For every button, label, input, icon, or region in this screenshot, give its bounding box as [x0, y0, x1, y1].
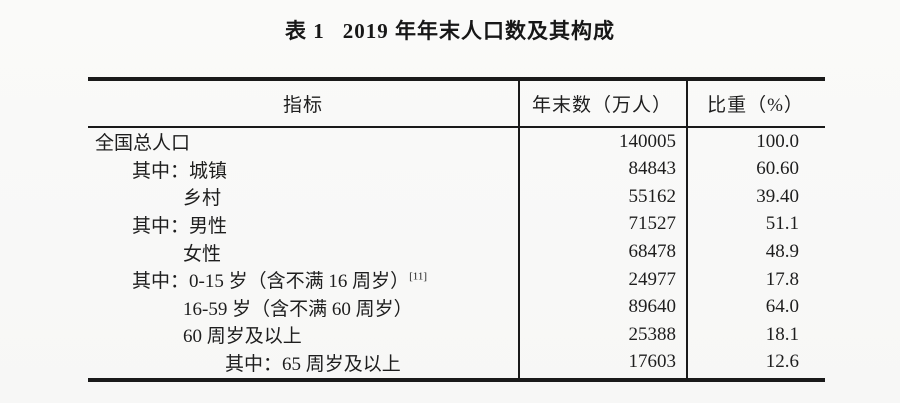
table-row: 其中：0-15 岁（含不满 16 周岁）[11] 24977 17.8	[88, 266, 825, 294]
table-body: 全国总人口 140005 100.0 其中：城镇 84843 60.60 乡村 …	[88, 128, 825, 376]
row-indicator: 女性	[183, 243, 222, 265]
row-indicator: 乡村	[183, 188, 222, 210]
row-share-value: 51.1	[765, 213, 799, 235]
header-indicator: 指标	[282, 95, 323, 116]
table-row: 其中：65 周岁及以上 17603 12.6	[88, 349, 825, 377]
row-year-end-value: 84843	[628, 158, 677, 180]
row-indicator: 其中：城镇	[132, 160, 228, 182]
column-divider-2	[686, 81, 688, 378]
row-share-value: 18.1	[765, 323, 799, 345]
row-indicator: 其中：65 周岁及以上	[225, 353, 401, 375]
row-share-value: 60.60	[756, 158, 799, 180]
table-header-row: 指标 年末数（万人） 比重（%）	[88, 81, 825, 128]
row-year-end-value: 71527	[628, 213, 677, 235]
footnote-marker: [11]	[409, 270, 427, 283]
row-share-value: 17.8	[765, 268, 799, 290]
table-row: 16-59 岁（含不满 60 周岁） 89640 64.0	[88, 293, 825, 321]
row-year-end-value: 25388	[628, 323, 677, 345]
table-row: 其中：城镇 84843 60.60	[88, 156, 825, 184]
row-year-end-value: 17603	[628, 351, 677, 373]
row-indicator: 全国总人口	[95, 133, 191, 155]
header-year-end: 年末数（万人）	[531, 95, 672, 116]
row-share-value: 39.40	[756, 185, 799, 207]
population-table: 指标 年末数（万人） 比重（%） 全国总人口 140005 100.0 其中：城…	[88, 77, 825, 382]
table-row: 60 周岁及以上 25388 18.1	[88, 321, 825, 349]
row-year-end-value: 89640	[628, 296, 677, 318]
row-indicator: 60 周岁及以上	[183, 326, 302, 348]
row-year-end-value: 24977	[628, 268, 677, 290]
table-row: 全国总人口 140005 100.0	[88, 128, 825, 156]
row-indicator: 其中：男性	[132, 215, 228, 237]
table-row: 乡村 55162 39.40	[88, 183, 825, 211]
table-number: 表 1	[285, 19, 325, 43]
row-year-end-value: 140005	[619, 130, 676, 152]
table-row: 女性 68478 48.9	[88, 238, 825, 266]
row-year-end-value: 55162	[628, 185, 677, 207]
row-share-value: 100.0	[756, 130, 799, 152]
row-indicator: 16-59 岁（含不满 60 周岁）	[183, 298, 413, 320]
row-year-end-value: 68478	[628, 241, 677, 263]
table-title-text: 2019 年年末人口数及其构成	[342, 19, 615, 43]
row-indicator: 其中：0-15 岁（含不满 16 周岁）[11]	[132, 270, 427, 293]
column-divider-1	[518, 81, 520, 378]
row-share-value: 12.6	[765, 351, 799, 373]
row-share-value: 48.9	[765, 241, 799, 263]
header-share: 比重（%）	[707, 95, 804, 116]
row-share-value: 64.0	[765, 296, 799, 318]
table-row: 其中：男性 71527 51.1	[88, 211, 825, 239]
table-title: 表 1 2019 年年末人口数及其构成	[0, 16, 900, 46]
